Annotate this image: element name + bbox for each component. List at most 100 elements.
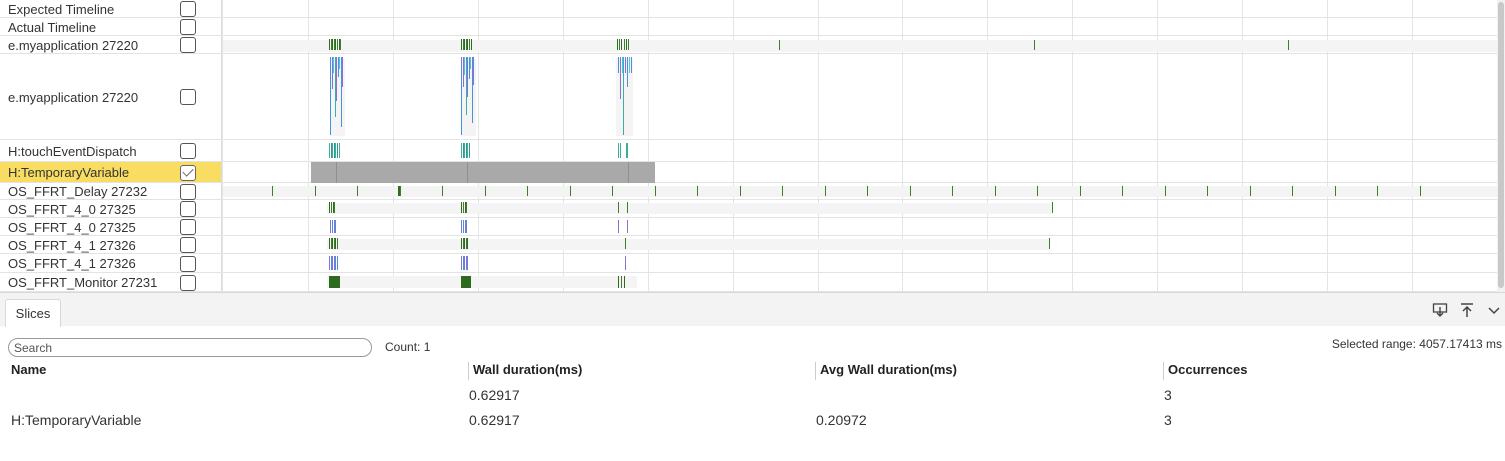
trace-slice[interactable] bbox=[461, 202, 462, 213]
trace-slice[interactable] bbox=[329, 39, 330, 50]
trace-slice[interactable] bbox=[330, 256, 332, 270]
column-header-occurrences[interactable]: Occurrences bbox=[1168, 362, 1248, 377]
trace-slice[interactable] bbox=[342, 57, 343, 87]
trace-row-label-cell[interactable]: OS_FFRT_4_0 27325 bbox=[0, 200, 222, 217]
trace-slice[interactable] bbox=[779, 40, 780, 50]
trace-slice[interactable] bbox=[624, 276, 625, 288]
trace-slice[interactable] bbox=[336, 57, 337, 101]
trace-row[interactable]: e.myapplication 27220 bbox=[0, 36, 1505, 54]
trace-slice[interactable] bbox=[334, 202, 336, 213]
trace-slice[interactable] bbox=[618, 202, 619, 213]
trace-slice[interactable] bbox=[332, 39, 334, 50]
trace-slice[interactable] bbox=[464, 57, 465, 75]
trace-row-label-cell[interactable]: OS_FFRT_4_0 27325 bbox=[0, 218, 222, 235]
trace-slice[interactable] bbox=[617, 39, 618, 50]
trace-slice[interactable] bbox=[465, 143, 467, 158]
trace-slice[interactable] bbox=[464, 143, 466, 158]
trace-slice[interactable] bbox=[1052, 202, 1053, 213]
row-checkbox[interactable] bbox=[180, 275, 196, 291]
trace-slice[interactable] bbox=[334, 57, 336, 117]
trace-row[interactable]: Actual Timeline bbox=[0, 18, 1505, 36]
trace-slice[interactable] bbox=[468, 57, 470, 79]
trace-slice[interactable] bbox=[630, 57, 632, 73]
selected-slice[interactable] bbox=[311, 162, 655, 183]
row-checkbox[interactable] bbox=[180, 19, 196, 35]
trace-slice[interactable] bbox=[621, 57, 623, 73]
vertical-scrollbar[interactable] bbox=[1497, 0, 1505, 292]
trace-slice[interactable] bbox=[332, 256, 334, 270]
trace-slice[interactable] bbox=[335, 220, 337, 233]
row-checkbox[interactable] bbox=[180, 219, 196, 235]
trace-slice[interactable] bbox=[618, 220, 619, 233]
download-icon[interactable] bbox=[1432, 302, 1448, 318]
trace-row-label-cell[interactable]: Actual Timeline bbox=[0, 18, 222, 35]
column-divider[interactable] bbox=[1163, 362, 1164, 380]
trace-slice[interactable] bbox=[473, 57, 474, 85]
trace-row-label-cell[interactable]: Expected Timeline bbox=[0, 0, 222, 17]
trace-slice[interactable] bbox=[461, 143, 462, 158]
trace-slice[interactable] bbox=[467, 238, 469, 249]
trace-slice[interactable] bbox=[330, 238, 332, 249]
row-checkbox[interactable] bbox=[180, 89, 196, 105]
trace-slice[interactable] bbox=[337, 39, 338, 50]
trace-slice[interactable] bbox=[332, 143, 334, 158]
trace-slice[interactable] bbox=[461, 238, 462, 249]
trace-slice[interactable] bbox=[995, 186, 996, 196]
column-header-avg-wall-duration[interactable]: Avg Wall duration(ms) bbox=[820, 362, 957, 377]
trace-slice[interactable] bbox=[619, 39, 621, 50]
trace-row-label-cell[interactable]: e.myapplication 27220 bbox=[0, 54, 222, 139]
trace-slice[interactable] bbox=[628, 39, 629, 50]
row-checkbox[interactable] bbox=[180, 256, 196, 272]
trace-slice[interactable] bbox=[462, 238, 464, 249]
trace-row-label-cell[interactable]: OS_FFRT_Monitor 27231 bbox=[0, 273, 222, 291]
trace-slice[interactable] bbox=[910, 186, 911, 196]
search-input[interactable] bbox=[8, 338, 372, 357]
trace-row-lane[interactable] bbox=[223, 236, 1505, 253]
trace-row-lane[interactable] bbox=[223, 18, 1505, 35]
trace-slice[interactable] bbox=[1049, 238, 1050, 249]
row-checkbox[interactable] bbox=[180, 201, 196, 217]
trace-slice[interactable] bbox=[628, 57, 630, 73]
trace-slice[interactable] bbox=[466, 202, 468, 213]
trace-slice[interactable] bbox=[527, 186, 528, 196]
trace-slice[interactable] bbox=[466, 220, 468, 233]
trace-slice[interactable] bbox=[461, 220, 462, 233]
trace-slice[interactable] bbox=[462, 143, 464, 158]
trace-slice[interactable] bbox=[329, 256, 330, 270]
trace-row-lane[interactable] bbox=[223, 273, 1505, 291]
trace-slice[interactable] bbox=[461, 57, 462, 135]
trace-slice[interactable] bbox=[461, 276, 471, 288]
trace-slice[interactable] bbox=[625, 256, 626, 270]
trace-slice[interactable] bbox=[467, 256, 469, 270]
trace-slice[interactable] bbox=[330, 202, 332, 213]
trace-slice[interactable] bbox=[470, 57, 471, 69]
trace-slice[interactable] bbox=[272, 186, 273, 196]
trace-row[interactable]: OS_FFRT_4_1 27326 bbox=[0, 236, 1505, 254]
trace-slice[interactable] bbox=[400, 186, 401, 196]
trace-row-label-cell[interactable]: H:TemporaryVariable bbox=[0, 162, 222, 182]
trace-slice[interactable] bbox=[464, 202, 466, 213]
trace-slice[interactable] bbox=[357, 186, 358, 196]
trace-row[interactable]: OS_FFRT_4_1 27326 bbox=[0, 254, 1505, 273]
trace-slice[interactable] bbox=[329, 276, 340, 288]
trace-slice[interactable] bbox=[485, 186, 486, 196]
trace-slice[interactable] bbox=[329, 143, 330, 158]
chevron-down-icon[interactable] bbox=[1486, 302, 1502, 318]
trace-slice[interactable] bbox=[625, 238, 626, 249]
row-checkbox[interactable] bbox=[180, 184, 196, 200]
row-checkbox[interactable] bbox=[180, 1, 196, 17]
trace-slice[interactable] bbox=[337, 57, 339, 77]
trace-row[interactable]: OS_FFRT_4_0 27325 bbox=[0, 200, 1505, 218]
trace-slice[interactable] bbox=[335, 39, 337, 50]
trace-slice[interactable] bbox=[330, 143, 332, 158]
trace-row[interactable]: H:touchEventDispatch bbox=[0, 140, 1505, 162]
trace-slice[interactable] bbox=[461, 39, 462, 50]
trace-slice[interactable] bbox=[464, 256, 466, 270]
pin-top-icon[interactable] bbox=[1459, 302, 1475, 318]
trace-slice[interactable] bbox=[338, 39, 340, 50]
trace-slice[interactable] bbox=[1037, 186, 1038, 196]
trace-slice[interactable] bbox=[332, 202, 334, 213]
trace-row[interactable]: OS_FFRT_4_0 27325 bbox=[0, 218, 1505, 236]
trace-slice[interactable] bbox=[469, 143, 470, 158]
trace-row-lane[interactable] bbox=[223, 36, 1505, 53]
